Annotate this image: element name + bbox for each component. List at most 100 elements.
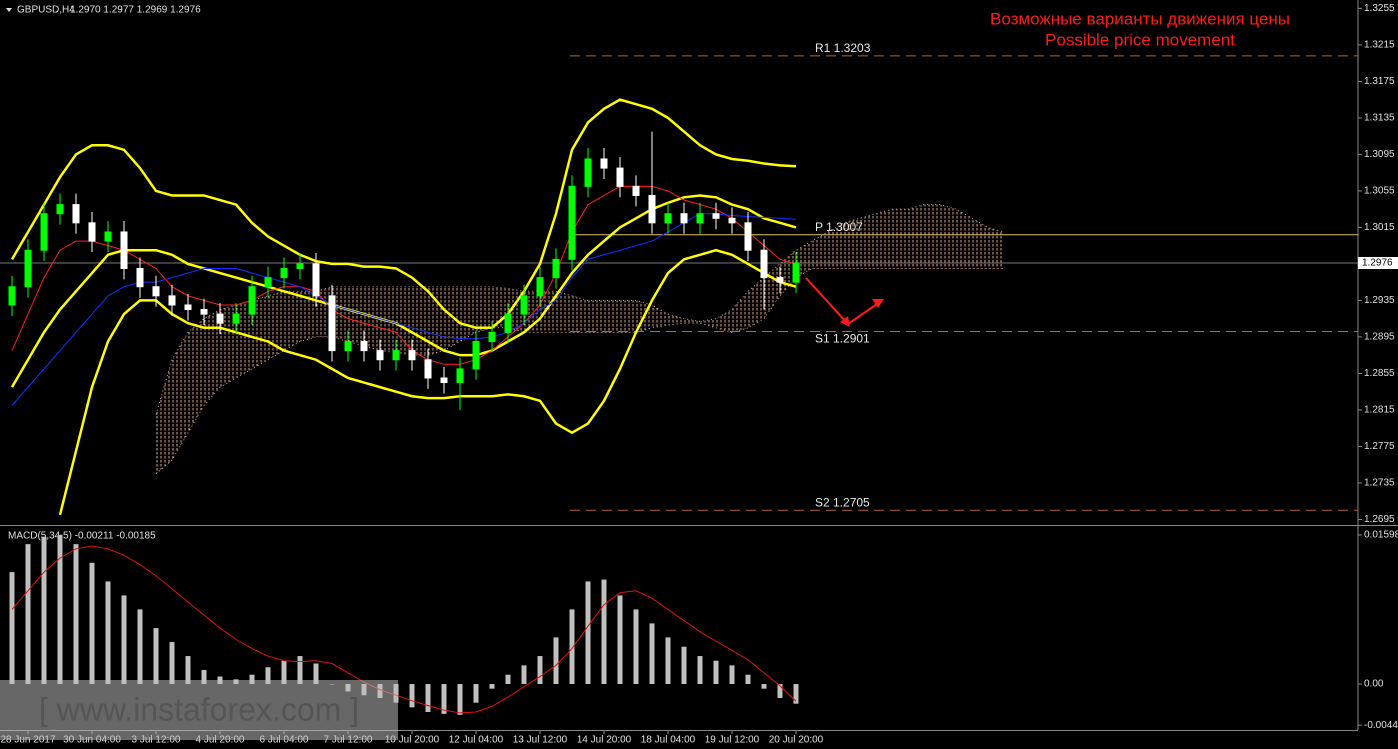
- macd-bar: [713, 660, 719, 685]
- candle-body: [248, 286, 256, 315]
- watermark-box: [0, 680, 398, 740]
- annotation: Возможные варианты движения цены: [990, 9, 1290, 28]
- candle-body: [792, 262, 800, 283]
- candle-body: [376, 350, 384, 361]
- macd-bar: [553, 637, 559, 685]
- macd-bar: [297, 656, 303, 685]
- x-tick-label: 4 Jul 20:00: [196, 735, 245, 746]
- macd-bar: [105, 581, 111, 685]
- macd-bar: [585, 581, 591, 685]
- x-tick-label: 14 Jul 20:00: [577, 735, 632, 746]
- y-tick-label: 1.3255: [1364, 3, 1395, 14]
- indicator-line: [58, 248, 797, 516]
- y-tick-label: 0.00: [1364, 679, 1384, 690]
- indicator-line: [10, 98, 797, 330]
- watermark: [ www.instaforex.com ]: [39, 691, 359, 727]
- macd-bar: [425, 684, 431, 713]
- macd-bar: [793, 684, 799, 704]
- candle-body: [600, 158, 608, 169]
- macd-bar: [313, 663, 319, 685]
- x-tick-label: 20 Jul 20:00: [769, 735, 824, 746]
- macd-bar: [665, 637, 671, 685]
- candle-body: [616, 167, 624, 187]
- x-tick-label: 19 Jul 12:00: [705, 735, 760, 746]
- candle-body: [344, 340, 352, 352]
- macd-title: MACD(5,34,5) -0.00211 -0.00185: [8, 531, 156, 542]
- cloud-edge: [155, 204, 1005, 415]
- candle-body: [584, 158, 592, 187]
- macd-bar: [409, 684, 415, 708]
- candle-body: [360, 340, 368, 352]
- candle-body: [328, 295, 336, 352]
- candle-body: [456, 368, 464, 384]
- pivot-label: S1 1.2901: [815, 332, 870, 346]
- candle-body: [776, 277, 784, 283]
- arrow-head: [840, 316, 850, 327]
- pivot-label: P 1.3007: [815, 220, 863, 234]
- candle-body: [216, 313, 224, 324]
- candle-body: [680, 213, 688, 224]
- arrow-head: [872, 299, 884, 308]
- macd-bar: [569, 609, 575, 685]
- y-tick-label: 1.3015: [1364, 222, 1395, 233]
- candle-body: [136, 267, 144, 288]
- candle-body: [488, 331, 496, 342]
- candle-body: [408, 350, 416, 361]
- candle-body: [72, 204, 80, 224]
- candle-body: [504, 313, 512, 333]
- macd-bar: [745, 674, 751, 685]
- x-tick-label: 28 Jun 2017: [0, 735, 55, 746]
- y-tick-label: 1.2695: [1364, 514, 1395, 525]
- macd-bar: [265, 667, 271, 685]
- x-tick-label: 3 Jul 12:00: [132, 735, 181, 746]
- macd-bar: [281, 660, 287, 685]
- candle-body: [24, 249, 32, 288]
- candle-body: [536, 277, 544, 297]
- candle-body: [696, 213, 704, 224]
- macd-bar: [25, 544, 31, 685]
- x-tick-label: 18 Jul 04:00: [641, 735, 696, 746]
- macd-bar: [457, 684, 463, 715]
- y-tick-label: 1.2895: [1364, 332, 1395, 343]
- macd-bar: [697, 656, 703, 685]
- x-tick-label: 7 Jul 12:00: [324, 735, 373, 746]
- candle-body: [56, 204, 64, 215]
- candle-body: [232, 313, 240, 324]
- macd-bar: [73, 544, 79, 685]
- macd-bar: [441, 684, 447, 714]
- candle-body: [200, 309, 208, 315]
- y-tick-label: 1.2855: [1364, 368, 1395, 379]
- indicator-line: [11, 185, 797, 365]
- candle-body: [728, 217, 736, 224]
- candle-body: [424, 359, 432, 379]
- y-tick-label: 1.3175: [1364, 76, 1395, 87]
- macd-bar: [537, 656, 543, 685]
- candle-body: [712, 213, 720, 219]
- candle-body: [152, 286, 160, 297]
- candle-body: [168, 295, 176, 306]
- x-tick-label: 6 Jul 04:00: [260, 735, 309, 746]
- y-tick-label: 1.3215: [1364, 40, 1395, 51]
- macd-bar: [489, 684, 495, 689]
- symbol: GBPUSD,H4: [17, 5, 75, 16]
- macd-bar: [505, 674, 511, 685]
- candle-body: [264, 277, 272, 288]
- macd-bar: [761, 684, 767, 689]
- x-tick-label: 13 Jul 12:00: [513, 735, 568, 746]
- macd-bar: [777, 684, 783, 699]
- candle-body: [552, 258, 560, 279]
- current-price-box: [1358, 257, 1398, 269]
- candle-body: [744, 222, 752, 251]
- candle-body: [104, 231, 112, 242]
- macd-bar: [601, 579, 607, 685]
- macd-bar: [201, 670, 207, 685]
- candle-body: [664, 213, 672, 224]
- candle-body: [312, 263, 320, 297]
- candle-body: [632, 185, 640, 196]
- candle-body: [280, 267, 288, 279]
- candle-body: [760, 249, 768, 279]
- current-price-label: 1.2976: [1362, 258, 1393, 269]
- macd-bar: [169, 642, 175, 685]
- candle-body: [440, 377, 448, 384]
